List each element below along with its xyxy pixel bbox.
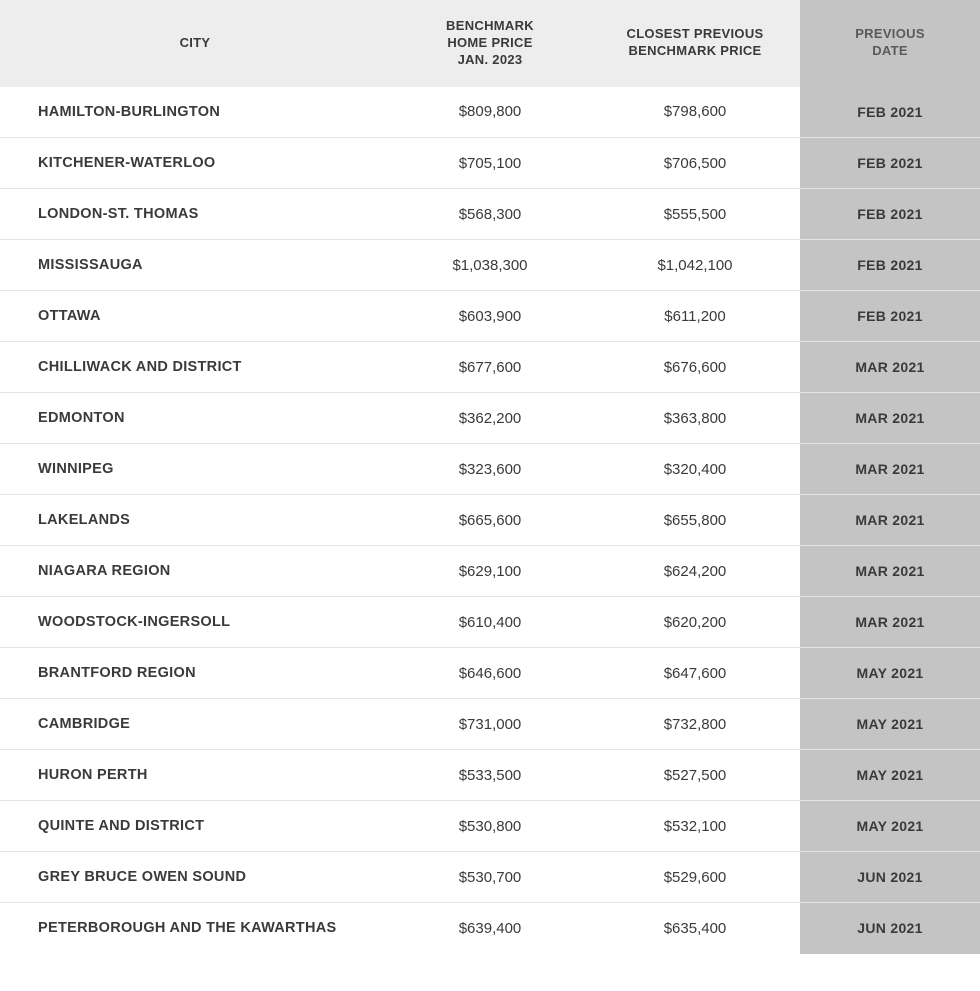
cell-city: QUINTE AND DISTRICT: [0, 801, 390, 852]
cell-prev-price: $676,600: [590, 342, 800, 393]
cell-city: KITCHENER-WATERLOO: [0, 138, 390, 189]
cell-city: HURON PERTH: [0, 750, 390, 801]
cell-price-jan2023: $530,800: [390, 801, 590, 852]
benchmark-price-table: CITY BENCHMARKHOME PRICEJAN. 2023 CLOSES…: [0, 0, 980, 954]
cell-prev-date: MAY 2021: [800, 699, 980, 750]
cell-prev-date: MAY 2021: [800, 750, 980, 801]
table-row: BRANTFORD REGION$646,600$647,600MAY 2021: [0, 648, 980, 699]
cell-prev-date: FEB 2021: [800, 138, 980, 189]
cell-prev-price: $529,600: [590, 852, 800, 903]
cell-prev-date: MAY 2021: [800, 648, 980, 699]
table-row: QUINTE AND DISTRICT$530,800$532,100MAY 2…: [0, 801, 980, 852]
table-header-row: CITY BENCHMARKHOME PRICEJAN. 2023 CLOSES…: [0, 0, 980, 87]
table-row: OTTAWA$603,900$611,200FEB 2021: [0, 291, 980, 342]
cell-prev-date: MAR 2021: [800, 342, 980, 393]
cell-price-jan2023: $705,100: [390, 138, 590, 189]
cell-prev-date: MAY 2021: [800, 801, 980, 852]
table-row: KITCHENER-WATERLOO$705,100$706,500FEB 20…: [0, 138, 980, 189]
table-row: CAMBRIDGE$731,000$732,800MAY 2021: [0, 699, 980, 750]
cell-price-jan2023: $646,600: [390, 648, 590, 699]
cell-prev-price: $363,800: [590, 393, 800, 444]
cell-prev-price: $1,042,100: [590, 240, 800, 291]
cell-price-jan2023: $1,038,300: [390, 240, 590, 291]
cell-prev-date: MAR 2021: [800, 597, 980, 648]
cell-city: MISSISSAUGA: [0, 240, 390, 291]
cell-prev-date: MAR 2021: [800, 546, 980, 597]
cell-price-jan2023: $677,600: [390, 342, 590, 393]
cell-city: LONDON-ST. THOMAS: [0, 189, 390, 240]
cell-price-jan2023: $323,600: [390, 444, 590, 495]
cell-price-jan2023: $629,100: [390, 546, 590, 597]
table-body: HAMILTON-BURLINGTON$809,800$798,600FEB 2…: [0, 87, 980, 954]
cell-prev-price: $635,400: [590, 903, 800, 954]
table-row: NIAGARA REGION$629,100$624,200MAR 2021: [0, 546, 980, 597]
cell-prev-date: MAR 2021: [800, 495, 980, 546]
cell-city: CAMBRIDGE: [0, 699, 390, 750]
header-price-jan2023-label: BENCHMARKHOME PRICEJAN. 2023: [446, 18, 534, 67]
cell-city: BRANTFORD REGION: [0, 648, 390, 699]
header-city: CITY: [0, 0, 390, 87]
cell-city: HAMILTON-BURLINGTON: [0, 87, 390, 138]
cell-city: LAKELANDS: [0, 495, 390, 546]
cell-prev-date: JUN 2021: [800, 852, 980, 903]
cell-price-jan2023: $568,300: [390, 189, 590, 240]
cell-prev-price: $532,100: [590, 801, 800, 852]
table-row: LONDON-ST. THOMAS$568,300$555,500FEB 202…: [0, 189, 980, 240]
cell-prev-price: $620,200: [590, 597, 800, 648]
cell-prev-price: $655,800: [590, 495, 800, 546]
table-row: PETERBOROUGH AND THE KAWARTHAS$639,400$6…: [0, 903, 980, 954]
table-row: EDMONTON$362,200$363,800MAR 2021: [0, 393, 980, 444]
cell-city: PETERBOROUGH AND THE KAWARTHAS: [0, 903, 390, 954]
cell-prev-date: FEB 2021: [800, 291, 980, 342]
table-row: HURON PERTH$533,500$527,500MAY 2021: [0, 750, 980, 801]
cell-price-jan2023: $639,400: [390, 903, 590, 954]
cell-city: OTTAWA: [0, 291, 390, 342]
cell-price-jan2023: $533,500: [390, 750, 590, 801]
cell-price-jan2023: $809,800: [390, 87, 590, 138]
cell-prev-date: FEB 2021: [800, 240, 980, 291]
cell-price-jan2023: $665,600: [390, 495, 590, 546]
table-row: HAMILTON-BURLINGTON$809,800$798,600FEB 2…: [0, 87, 980, 138]
table-row: GREY BRUCE OWEN SOUND$530,700$529,600JUN…: [0, 852, 980, 903]
table-row: MISSISSAUGA$1,038,300$1,042,100FEB 2021: [0, 240, 980, 291]
cell-prev-date: MAR 2021: [800, 393, 980, 444]
cell-prev-date: FEB 2021: [800, 189, 980, 240]
header-city-label: CITY: [180, 35, 211, 50]
cell-prev-price: $706,500: [590, 138, 800, 189]
cell-prev-date: JUN 2021: [800, 903, 980, 954]
table-row: LAKELANDS$665,600$655,800MAR 2021: [0, 495, 980, 546]
cell-prev-date: FEB 2021: [800, 87, 980, 138]
cell-price-jan2023: $362,200: [390, 393, 590, 444]
cell-city: WOODSTOCK-INGERSOLL: [0, 597, 390, 648]
cell-city: EDMONTON: [0, 393, 390, 444]
cell-prev-price: $647,600: [590, 648, 800, 699]
cell-prev-price: $320,400: [590, 444, 800, 495]
cell-prev-price: $798,600: [590, 87, 800, 138]
table-row: CHILLIWACK AND DISTRICT$677,600$676,600M…: [0, 342, 980, 393]
header-prev-date-label: PREVIOUSDATE: [855, 26, 925, 58]
cell-city: GREY BRUCE OWEN SOUND: [0, 852, 390, 903]
table-row: WOODSTOCK-INGERSOLL$610,400$620,200MAR 2…: [0, 597, 980, 648]
header-prev-price-label: CLOSEST PREVIOUSBENCHMARK PRICE: [627, 26, 764, 58]
cell-city: WINNIPEG: [0, 444, 390, 495]
cell-prev-price: $611,200: [590, 291, 800, 342]
cell-prev-price: $555,500: [590, 189, 800, 240]
header-prev-date: PREVIOUSDATE: [800, 0, 980, 87]
cell-prev-price: $527,500: [590, 750, 800, 801]
cell-prev-date: MAR 2021: [800, 444, 980, 495]
cell-prev-price: $732,800: [590, 699, 800, 750]
table-row: WINNIPEG$323,600$320,400MAR 2021: [0, 444, 980, 495]
cell-price-jan2023: $731,000: [390, 699, 590, 750]
cell-city: CHILLIWACK AND DISTRICT: [0, 342, 390, 393]
cell-city: NIAGARA REGION: [0, 546, 390, 597]
header-prev-price: CLOSEST PREVIOUSBENCHMARK PRICE: [590, 0, 800, 87]
cell-prev-price: $624,200: [590, 546, 800, 597]
cell-price-jan2023: $530,700: [390, 852, 590, 903]
header-price-jan2023: BENCHMARKHOME PRICEJAN. 2023: [390, 0, 590, 87]
cell-price-jan2023: $603,900: [390, 291, 590, 342]
cell-price-jan2023: $610,400: [390, 597, 590, 648]
